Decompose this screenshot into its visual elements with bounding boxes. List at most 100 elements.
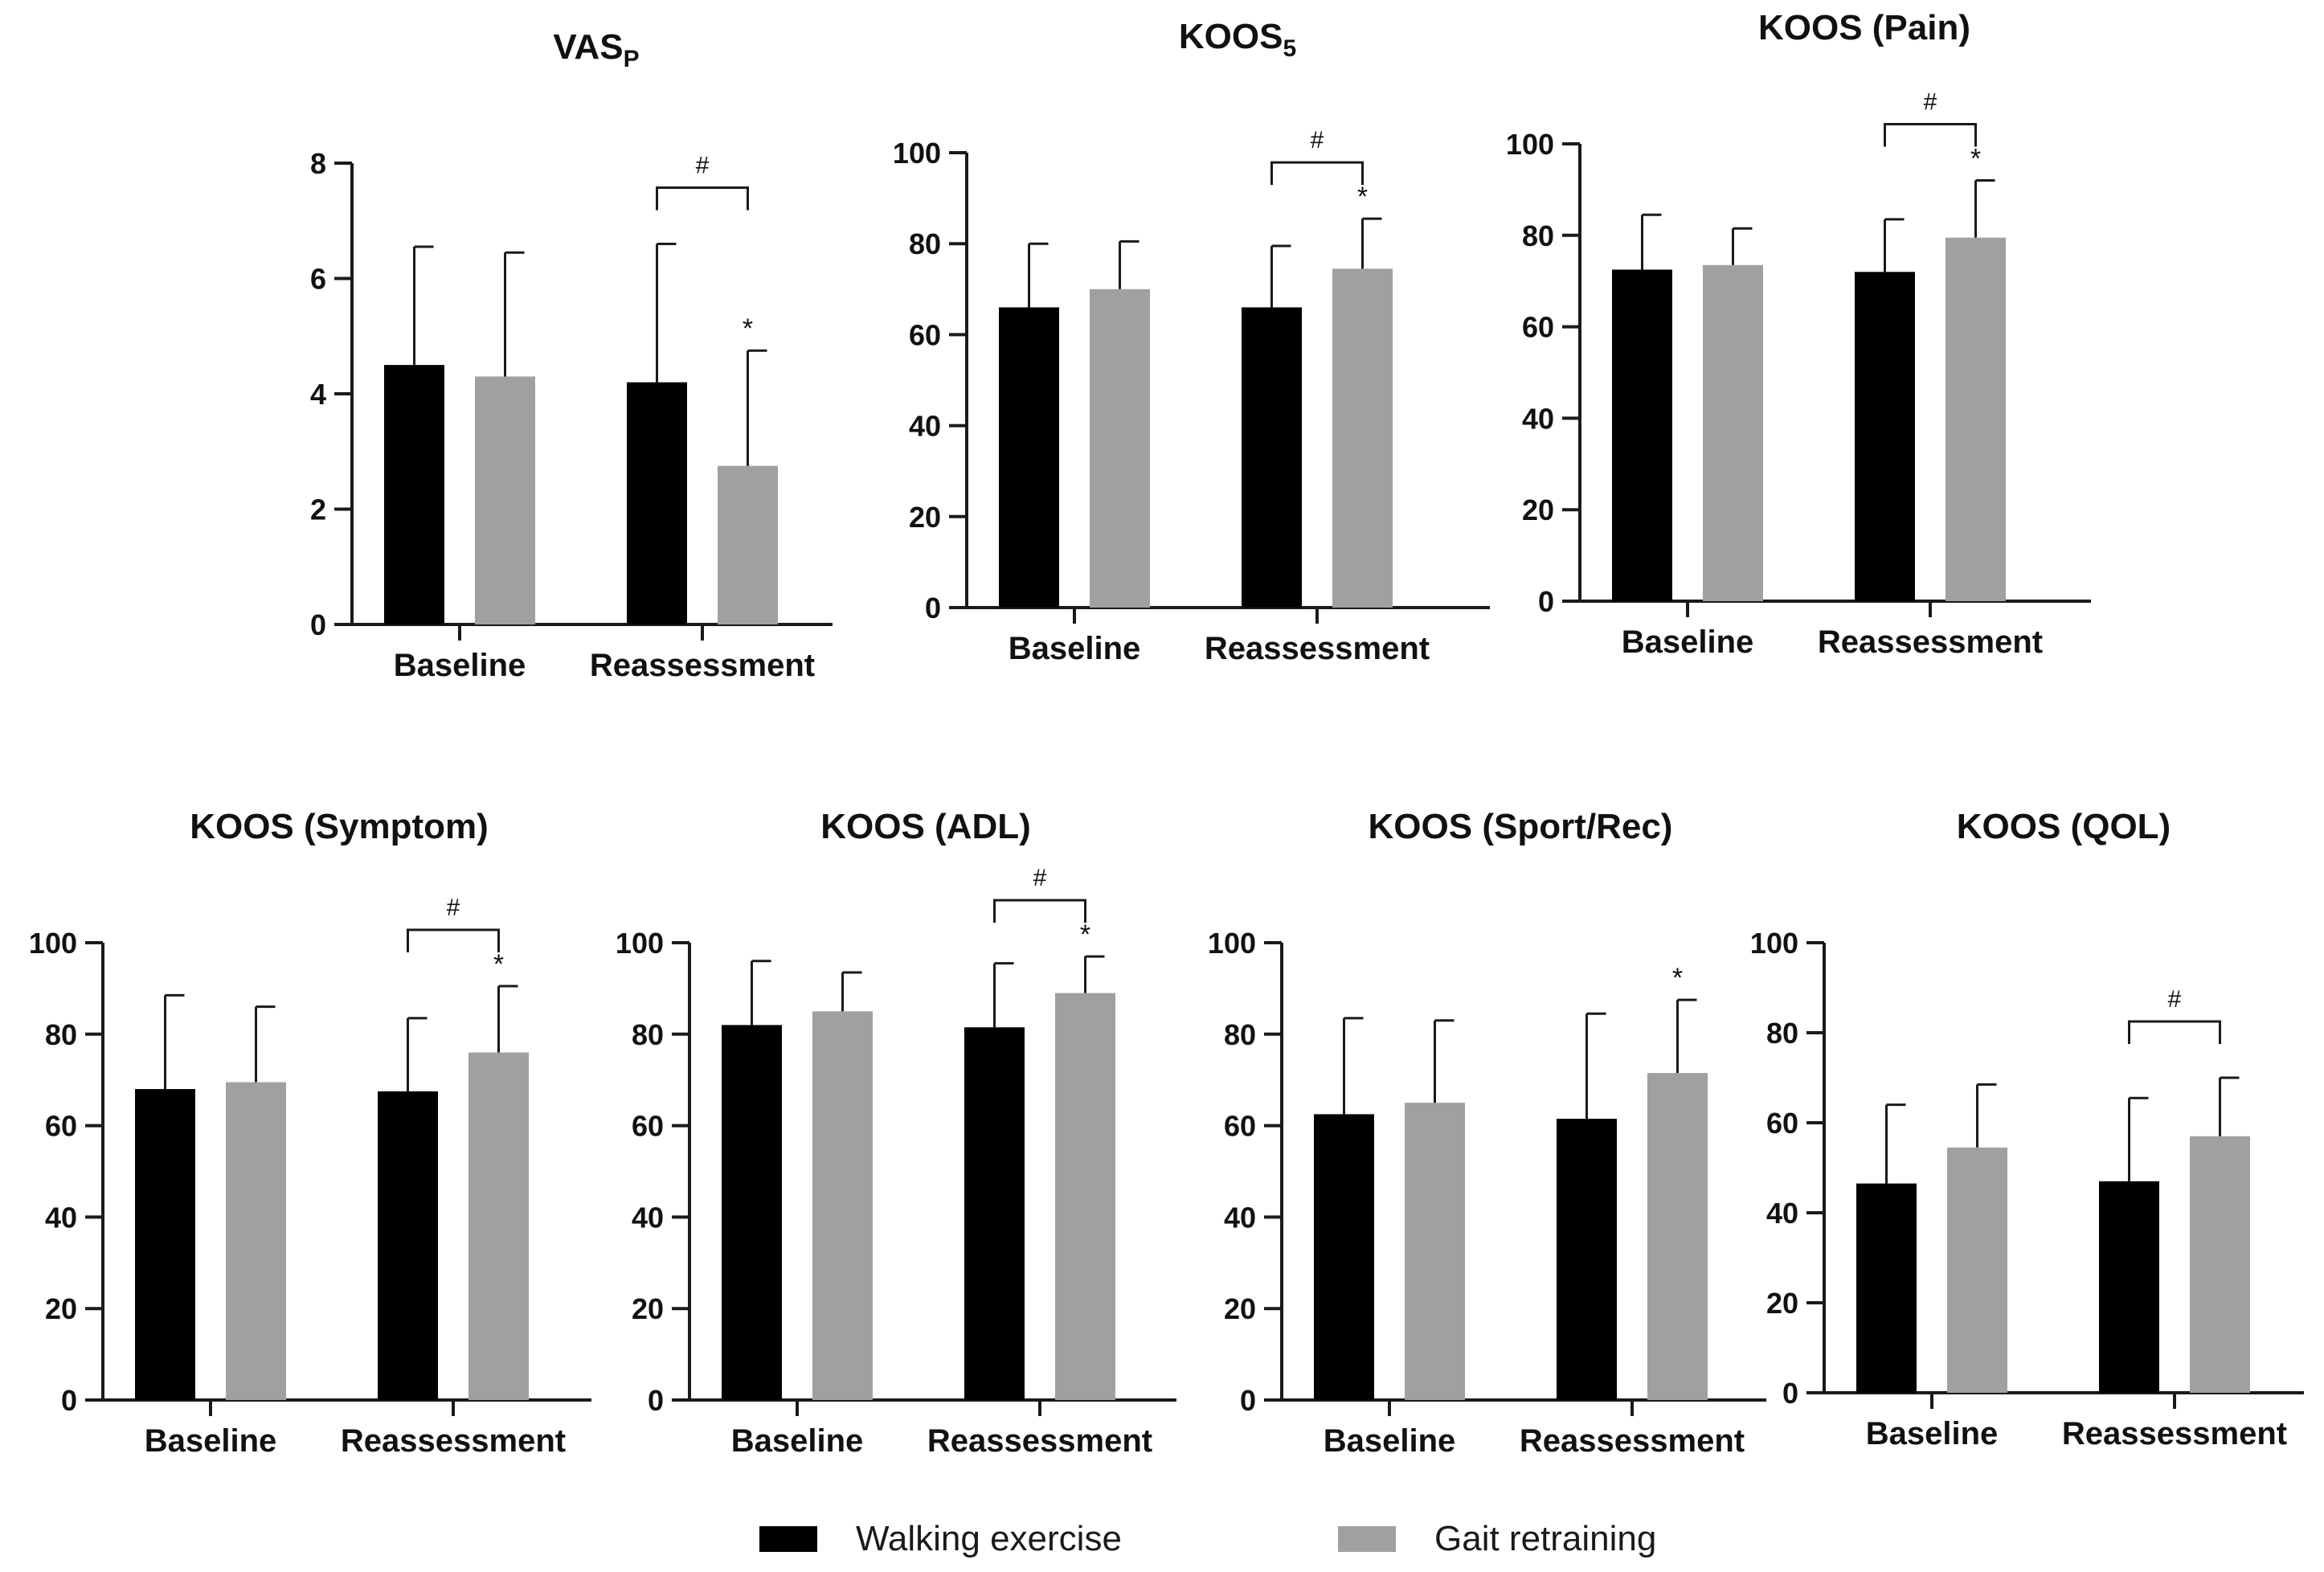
x-tick-label: Reassessment [590, 648, 815, 683]
y-tick-label: 20 [45, 1292, 77, 1325]
bar-walking [1314, 1114, 1374, 1400]
chart-panel-6: KOOS (Sport/Rec) 0 20 40 60 80 100 Baseline Reas… [1208, 807, 1766, 1459]
chart-title: KOOS (ADL) [820, 807, 1031, 846]
y-tick-label: 60 [1522, 311, 1554, 344]
y-tick-label: 0 [925, 592, 941, 624]
bar-walking [378, 1091, 438, 1400]
chart-panel-1: VASP 0 2 4 6 8 Baseline Reassessment * # [310, 27, 833, 683]
y-tick-label: 40 [1766, 1197, 1798, 1230]
significance-hash: # [696, 152, 710, 178]
bar-gait [1405, 1103, 1465, 1400]
x-tick-label: Baseline [1009, 631, 1141, 666]
bar-walking [999, 307, 1059, 608]
bar-walking [135, 1089, 195, 1400]
chart-title-subscript: P [624, 46, 640, 72]
significance-hash: # [1924, 89, 1937, 116]
legend-gait-swatch [1338, 1526, 1396, 1552]
y-tick-label: 0 [648, 1384, 664, 1417]
chart-title: KOOS5 [1179, 17, 1296, 62]
significance-bracket [1884, 123, 1977, 147]
bar-gait [1055, 993, 1115, 1400]
y-tick-label: 40 [45, 1201, 77, 1234]
x-tick-label: Reassessment [1205, 631, 1430, 666]
bar-walking [722, 1025, 782, 1400]
y-tick-label: 6 [310, 263, 326, 296]
chart-panel-2: KOOS5 0 20 40 60 80 100 Baseline Reassessment * # [893, 17, 1490, 666]
y-tick-label: 100 [1750, 927, 1798, 960]
y-tick-label: 60 [909, 318, 941, 351]
y-tick-label: 20 [909, 501, 941, 534]
y-tick-label: 2 [310, 493, 326, 526]
y-tick-label: 0 [310, 608, 326, 641]
x-tick-label: Reassessment [1818, 624, 2043, 660]
chart-panel-3: KOOS (Pain) 0 20 40 60 80 100 Baseline Reassessm… [1506, 8, 2091, 660]
x-tick-label: Baseline [1622, 624, 1754, 660]
y-tick-label: 80 [1522, 219, 1554, 252]
x-tick-label: Baseline [1866, 1416, 1999, 1451]
bar-gait [2190, 1136, 2250, 1393]
y-tick-label: 8 [310, 147, 326, 180]
significance-hash: # [447, 894, 460, 921]
x-tick-label: Reassessment [1520, 1423, 1745, 1459]
chart-panel-7: KOOS (QOL) 0 20 40 60 80 100 Baseline Reassessme… [1750, 807, 2304, 1451]
y-tick-label: 4 [310, 378, 326, 411]
significance-bracket [2128, 1020, 2221, 1044]
bar-gait [812, 1011, 873, 1400]
bar-walking [627, 382, 687, 624]
x-tick-label: Reassessment [341, 1423, 566, 1459]
significance-hash: # [1033, 865, 1047, 891]
significance-hash: # [2168, 986, 2182, 1013]
bar-gait [1946, 237, 2006, 601]
y-tick-label: 100 [616, 927, 664, 960]
bar-walking [2099, 1181, 2159, 1393]
bar-gait [1947, 1147, 2007, 1393]
legend-walking-swatch [759, 1526, 817, 1552]
y-tick-label: 40 [632, 1201, 664, 1234]
y-tick-label: 20 [1224, 1292, 1256, 1325]
y-tick-label: 20 [632, 1292, 664, 1325]
x-tick-label: Reassessment [2062, 1416, 2287, 1451]
x-tick-label: Baseline [1324, 1423, 1456, 1459]
bar-walking [1855, 272, 1915, 601]
y-tick-label: 80 [909, 227, 941, 260]
bar-gait [475, 376, 535, 624]
bar-walking [1242, 307, 1302, 608]
y-tick-label: 0 [61, 1384, 77, 1417]
chart-title-subscript: 5 [1283, 35, 1296, 62]
chart-panel-4: KOOS (Symptom) 0 20 40 60 80 100 Baseline Reasse… [29, 807, 591, 1459]
significance-star: * [743, 313, 753, 344]
x-tick-label: Baseline [145, 1423, 277, 1459]
legend-gait-label: Gait retraining [1434, 1519, 1657, 1558]
y-tick-label: 80 [1766, 1017, 1798, 1050]
y-tick-label: 100 [29, 927, 77, 960]
x-tick-label: Reassessment [927, 1423, 1152, 1459]
significance-bracket [407, 928, 500, 953]
bar-walking [1557, 1119, 1617, 1400]
legend-walking-label: Walking exercise [856, 1519, 1122, 1558]
y-tick-label: 20 [1766, 1287, 1798, 1320]
chart-title: VASP [553, 27, 639, 72]
bar-gait [718, 465, 778, 624]
chart-title: KOOS (Sport/Rec) [1369, 807, 1673, 846]
y-tick-label: 100 [1506, 128, 1554, 161]
y-tick-label: 40 [909, 410, 941, 443]
significance-bracket [656, 186, 749, 211]
y-tick-label: 0 [1538, 585, 1554, 618]
y-tick-label: 60 [1224, 1110, 1256, 1143]
y-tick-label: 0 [1782, 1377, 1798, 1410]
y-tick-label: 60 [632, 1110, 664, 1143]
x-tick-label: Baseline [731, 1423, 864, 1459]
y-tick-label: 100 [1208, 927, 1256, 960]
chart-title: KOOS (Symptom) [190, 807, 489, 846]
bar-gait [1703, 264, 1763, 601]
legend-gait: Gait retraining [1338, 1511, 1656, 1567]
bar-gait [468, 1052, 529, 1400]
y-tick-label: 80 [632, 1018, 664, 1051]
y-tick-label: 100 [893, 137, 941, 170]
bar-gait [1090, 289, 1150, 608]
significance-bracket [993, 899, 1086, 923]
y-tick-label: 80 [45, 1018, 77, 1051]
significance-bracket [1270, 161, 1364, 186]
y-tick-label: 80 [1224, 1018, 1256, 1051]
